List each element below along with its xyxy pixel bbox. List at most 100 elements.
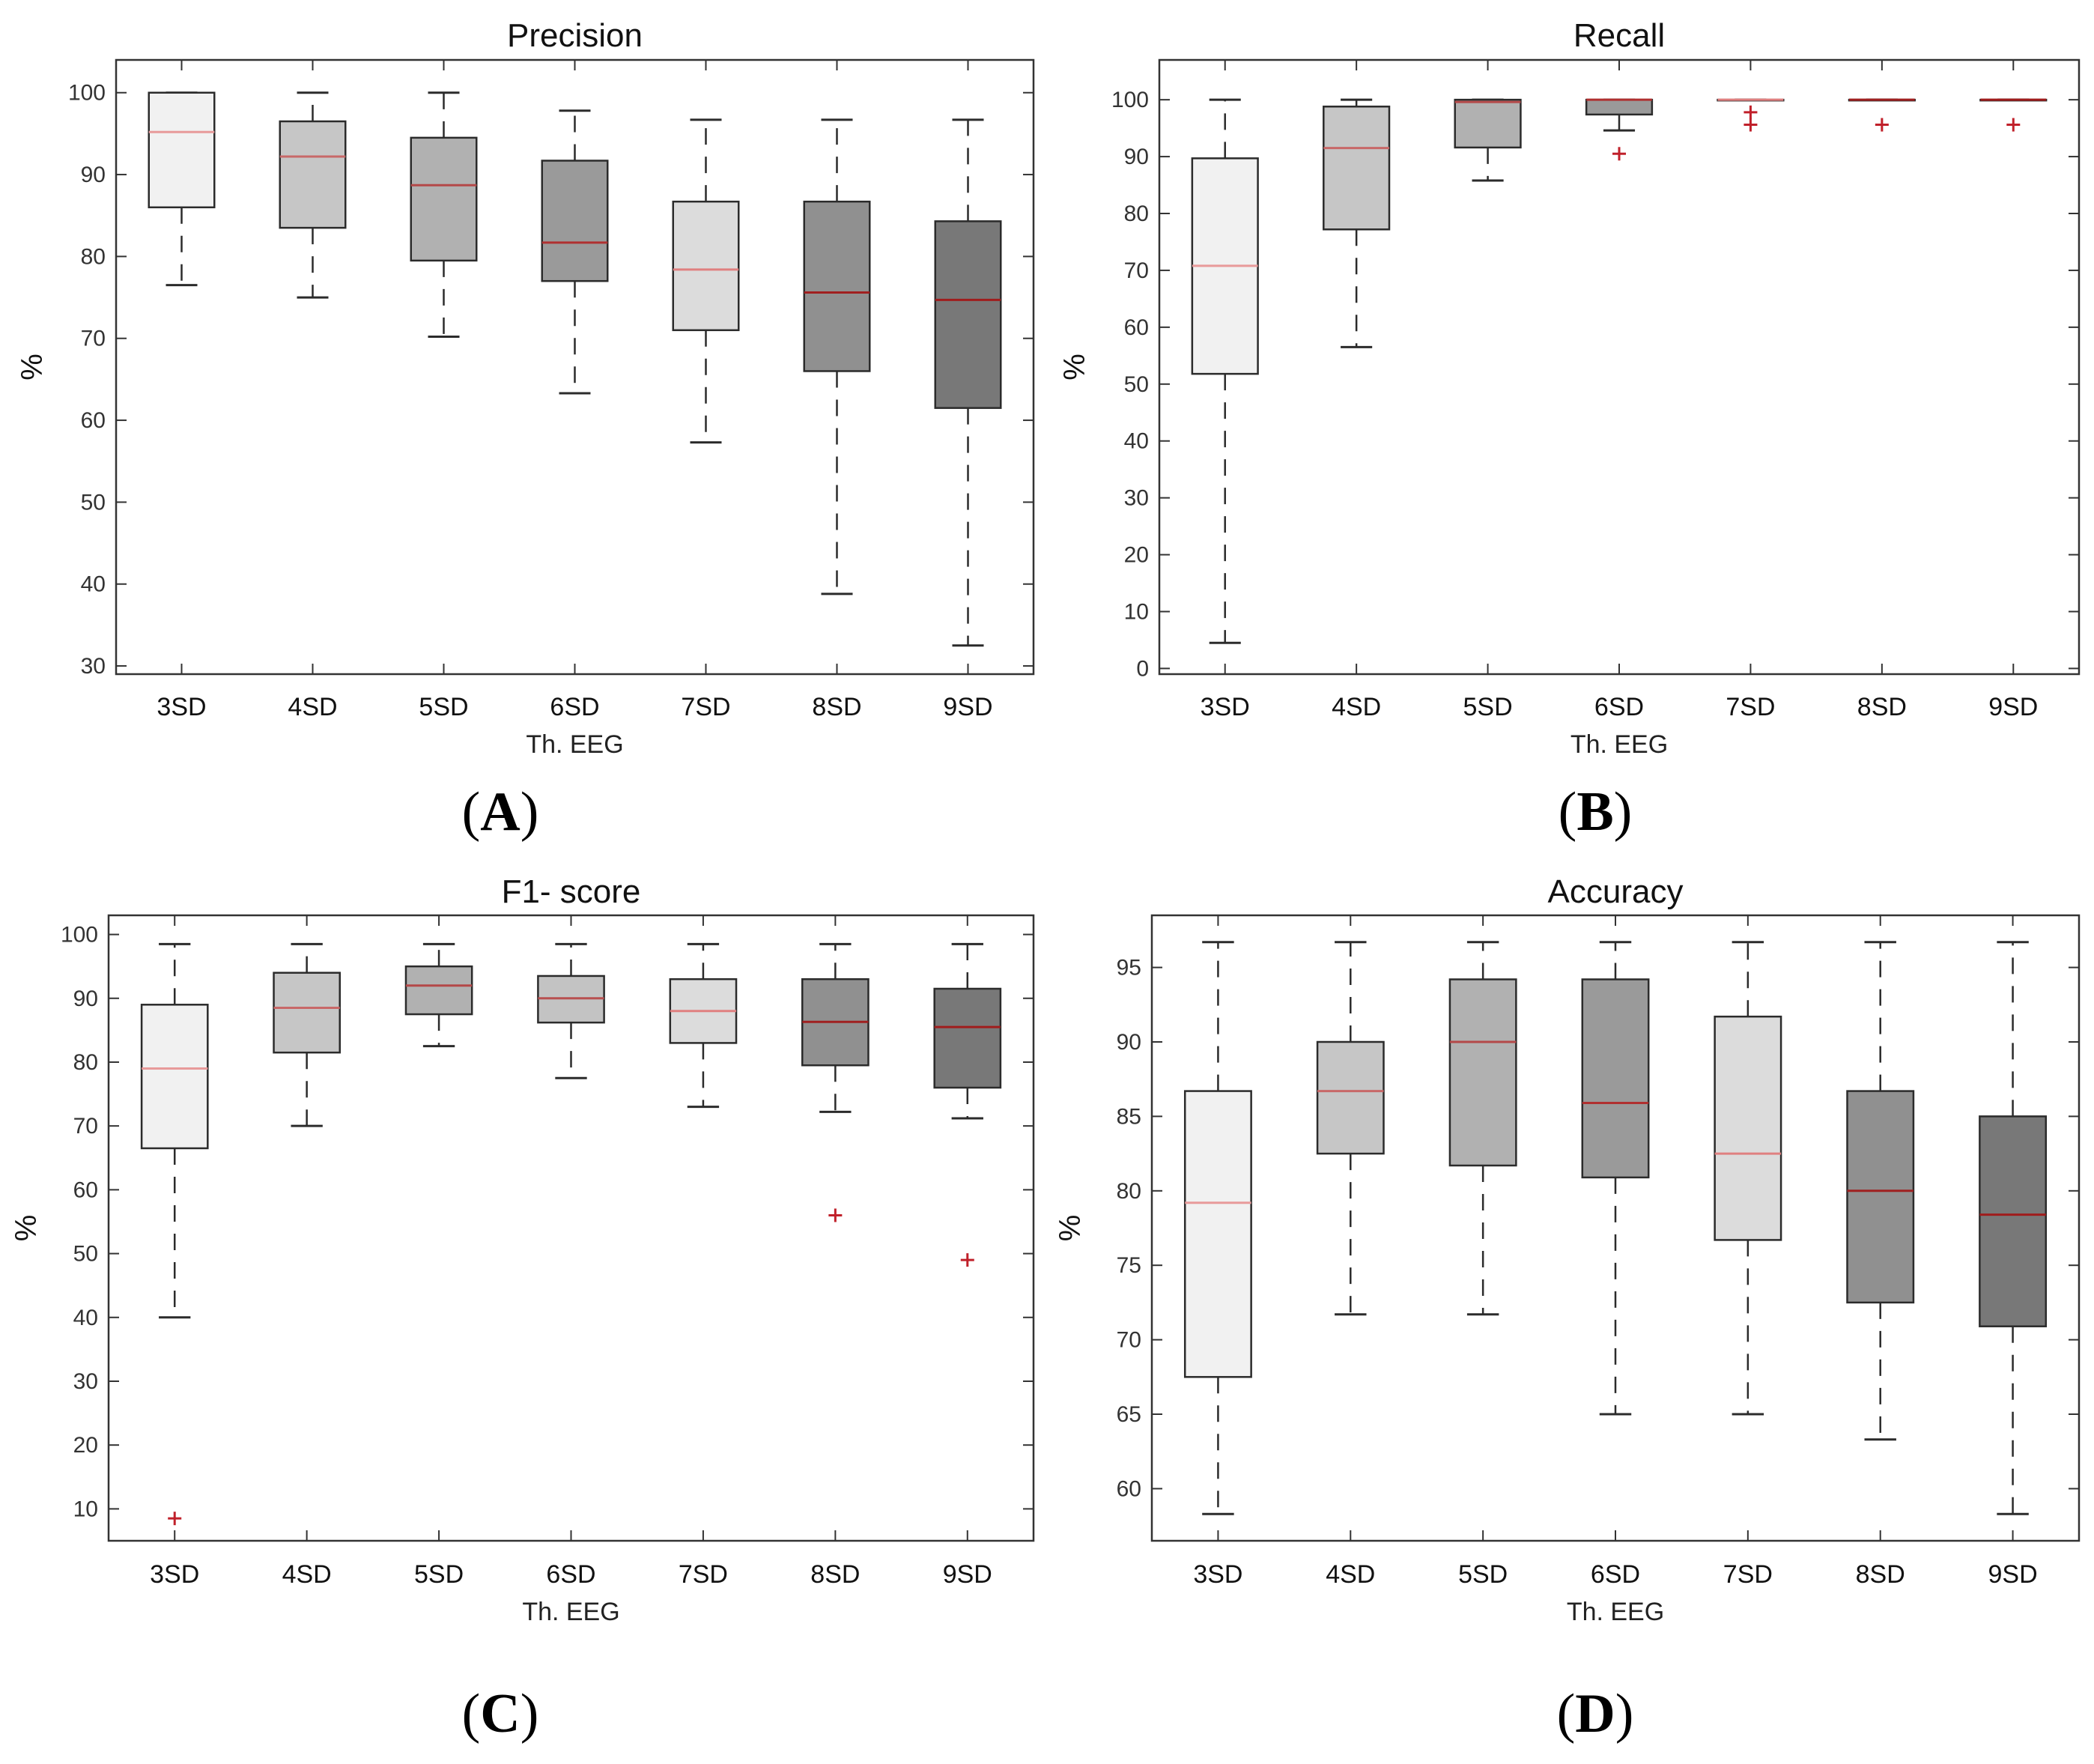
x-axis-label-d: Th. EEG [1567,1598,1664,1626]
y-tick-label: 60 [73,1177,98,1202]
outlier-marker [1875,118,1889,132]
y-tick-label: 100 [68,81,106,106]
box-body [934,220,1002,409]
chart-title-a: Precision [507,17,643,54]
y-tick-label: 90 [81,163,106,187]
x-axis-label-b: Th. EEG [1570,730,1668,759]
y-tick-label: 30 [73,1369,98,1394]
panel-label-c: (C) [462,1683,539,1745]
chart-title-d: Accuracy [1548,873,1684,910]
box-body [279,120,347,229]
x-axis-label-a: Th. EEG [526,730,623,759]
outlier-marker [828,1208,843,1222]
chart-panel-b: Recall 0 10 20 30 40 50 60 70 80 90 100 3SD 4SD 5SD 6SD… [1058,17,2081,843]
box-d-6sd [1581,941,1650,1416]
y-tick-label: 30 [1124,486,1149,511]
y-tick-label: 85 [1117,1104,1141,1129]
box-body [1448,978,1517,1167]
outlier-marker [2006,118,2021,132]
y-tick-label: 30 [81,654,106,679]
box-b-5sd [1454,98,1522,182]
x-tick-label: 3SD [1201,693,1250,721]
x-tick-label: 9SD [943,1560,992,1589]
x-tick-label: 7SD [1726,693,1775,721]
y-tick-label: 90 [73,986,98,1011]
y-tick-label: 80 [1117,1179,1141,1204]
outlier-marker [960,1253,974,1267]
box-b-6sd [1585,98,1654,161]
box-body [672,200,740,332]
box-body [1323,106,1391,231]
box-body [541,160,609,282]
box-a-4sd [279,91,347,299]
outlier-marker [1744,105,1758,119]
chart-panel-d: Accuracy 60 65 70 75 80 85 90 95 3SD 4SD 5SD 6SD 7SD 8… [1054,873,2081,1745]
y-tick-label: 75 [1117,1253,1141,1278]
x-tick-label: 7SD [1723,1560,1773,1589]
box-body [1316,1040,1385,1155]
box-body [404,965,473,1016]
y-tick-label: 95 [1117,956,1141,980]
box-body [1979,1115,2048,1327]
box-body [803,200,871,372]
y-tick-label: 10 [1124,599,1149,624]
x-axis-label-c: Th. EEG [522,1598,619,1626]
y-tick-label: 40 [73,1306,98,1330]
y-tick-label: 0 [1136,656,1149,681]
x-tick-label: 3SD [157,693,206,721]
y-tick-label: 40 [1124,429,1149,454]
y-tick-label: 70 [73,1114,98,1139]
y-tick-label: 90 [1124,145,1149,169]
box-body [273,972,341,1054]
x-tick-label: 5SD [1463,693,1513,721]
x-tick-label: 5SD [419,693,468,721]
y-tick-label: 60 [81,408,106,433]
box-d-5sd [1448,941,1517,1316]
outlier-marker [1612,147,1626,161]
y-tick-label: 70 [81,327,106,351]
y-tick-label: 80 [73,1050,98,1075]
box-body [1714,1015,1782,1241]
y-tick-label: 70 [1117,1328,1141,1353]
box-c-5sd [404,942,473,1048]
box-b-4sd [1323,98,1391,348]
chart-title-c: F1- score [502,873,641,910]
x-tick-label: 3SD [150,1560,199,1589]
box-body [1183,1090,1252,1378]
y-tick-label: 40 [81,572,106,597]
y-tick-label: 20 [1124,543,1149,568]
x-tick-label: 4SD [282,1560,332,1589]
outlier-marker [168,1512,182,1526]
panel-label-d: (D) [1557,1683,1634,1745]
box-a-9sd [934,118,1002,647]
outlier-marker [1744,118,1758,132]
box-c-6sd [537,942,605,1079]
y-axis-label-a: % [16,354,49,381]
chart-panel-c: F1- score 10 20 30 40 50 60 70 80 90 100 3SD 4SD 5SD 6… [10,873,1035,1745]
y-tick-label: 20 [73,1433,98,1458]
box-a-7sd [672,118,740,444]
panel-label-b: (B) [1559,781,1633,843]
y-tick-label: 50 [81,490,106,515]
x-tick-label: 6SD [546,1560,595,1589]
y-tick-label: 50 [1124,372,1149,397]
box-d-9sd [1979,941,2048,1515]
box-a-5sd [410,91,478,339]
box-d-3sd [1183,941,1252,1515]
y-tick-label: 50 [73,1242,98,1267]
panel-label-a: (A) [462,781,539,843]
y-tick-label: 10 [73,1497,98,1521]
chart-title-b: Recall [1573,17,1665,54]
x-tick-label: 6SD [550,693,599,721]
box-body [148,91,216,209]
box-body [933,987,1002,1089]
box-body [1585,98,1654,116]
x-tick-label: 7SD [681,693,730,721]
y-tick-label: 80 [1124,201,1149,226]
box-c-3sd [140,942,209,1526]
box-b-7sd [1717,98,1785,132]
box-c-9sd [933,942,1002,1267]
y-axis-label-b: % [1058,354,1091,381]
box-b-3sd [1191,98,1259,644]
